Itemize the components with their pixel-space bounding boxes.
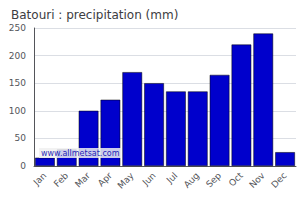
svg-text:Sep: Sep <box>204 170 223 189</box>
svg-text:Apr: Apr <box>96 170 114 188</box>
svg-text:Nov: Nov <box>247 170 267 190</box>
svg-text:100: 100 <box>9 106 26 116</box>
svg-text:Feb: Feb <box>52 170 71 189</box>
svg-text:Jul: Jul <box>164 170 179 185</box>
svg-text:50: 50 <box>15 133 27 143</box>
svg-text:www.allmetsat.com: www.allmetsat.com <box>41 149 120 158</box>
svg-text:Oct: Oct <box>227 170 245 188</box>
svg-text:Mar: Mar <box>73 170 92 189</box>
svg-text:Batouri : precipitation (mm): Batouri : precipitation (mm) <box>11 8 178 22</box>
svg-text:Dec: Dec <box>269 170 288 189</box>
svg-text:150: 150 <box>9 78 26 88</box>
svg-text:Aug: Aug <box>182 170 201 189</box>
svg-text:May: May <box>116 170 137 191</box>
svg-text:200: 200 <box>9 51 26 61</box>
svg-text:250: 250 <box>9 23 26 33</box>
svg-text:Jun: Jun <box>140 170 158 188</box>
svg-text:0: 0 <box>20 161 26 171</box>
svg-text:Jan: Jan <box>31 170 49 188</box>
